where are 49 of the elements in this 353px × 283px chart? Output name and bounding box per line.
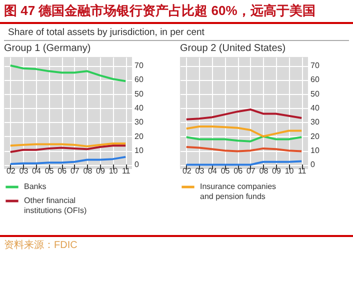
line-series bbox=[185, 125, 303, 138]
text: Share of total assets by jurisdiction, in per cent bbox=[4, 24, 349, 41]
y-tick-label: 60 bbox=[134, 75, 144, 84]
x-tick-label: 03 bbox=[19, 166, 29, 176]
y-tick-label: 70 bbox=[310, 61, 320, 70]
x-tick-label: 07 bbox=[70, 166, 80, 176]
x-tick-label: 04 bbox=[208, 166, 218, 176]
legend-label: Other financial institutions (OFIs) bbox=[24, 196, 88, 215]
y-tick-label: 20 bbox=[310, 132, 320, 141]
line-series bbox=[9, 156, 127, 166]
x-tick-label: 10 bbox=[284, 166, 294, 176]
y-tick-label: 30 bbox=[310, 118, 320, 127]
y-tick-label: 70 bbox=[134, 61, 144, 70]
line-series bbox=[185, 108, 303, 120]
y-tick-label: 40 bbox=[310, 104, 320, 113]
y-tick-label: 40 bbox=[134, 104, 144, 113]
line-series bbox=[9, 144, 127, 153]
y-tick-label: 10 bbox=[134, 146, 144, 156]
x-tick-label: 07 bbox=[246, 166, 256, 176]
y-tick-label: 0 bbox=[310, 160, 316, 170]
x-tick-label: 08 bbox=[83, 166, 93, 176]
x-tick-label: 02 bbox=[182, 166, 192, 176]
text: 资料来源：FDIC bbox=[0, 235, 353, 253]
chart-title: Group 2 (United States) bbox=[180, 43, 286, 54]
x-tick-label: 03 bbox=[195, 166, 205, 176]
x-tick-label: 11 bbox=[298, 166, 307, 176]
x-tick-label: 06 bbox=[58, 166, 68, 176]
x-tick-label: 05 bbox=[220, 166, 230, 176]
legend-label: Banks bbox=[24, 182, 46, 191]
x-tick-label: 06 bbox=[234, 166, 244, 176]
y-tick-label: 50 bbox=[310, 89, 320, 98]
chart-title: Group 1 (Germany) bbox=[4, 43, 91, 54]
x-tick-label: 04 bbox=[32, 166, 42, 176]
x-tick-label: 09 bbox=[272, 166, 282, 176]
caption: 图 47 德国金融市场银行资产占比超 60%，远高于美国 bbox=[0, 0, 353, 24]
y-tick-label: 50 bbox=[134, 89, 144, 98]
x-tick-label: 05 bbox=[44, 166, 54, 176]
x-tick-label: 08 bbox=[259, 166, 269, 176]
x-tick-label: 02 bbox=[6, 166, 16, 176]
x-tick-label: 11 bbox=[122, 166, 131, 176]
legend-label: Insurance companies and pension funds bbox=[200, 182, 276, 201]
y-tick-label: 60 bbox=[310, 75, 320, 84]
y-tick-label: 30 bbox=[134, 118, 144, 127]
x-tick-label: 09 bbox=[96, 166, 106, 176]
line-series bbox=[9, 64, 127, 82]
y-tick-label: 0 bbox=[134, 160, 140, 170]
y-tick-label: 20 bbox=[134, 132, 144, 141]
x-tick-label: 10 bbox=[108, 166, 118, 176]
y-tick-label: 10 bbox=[310, 146, 320, 156]
